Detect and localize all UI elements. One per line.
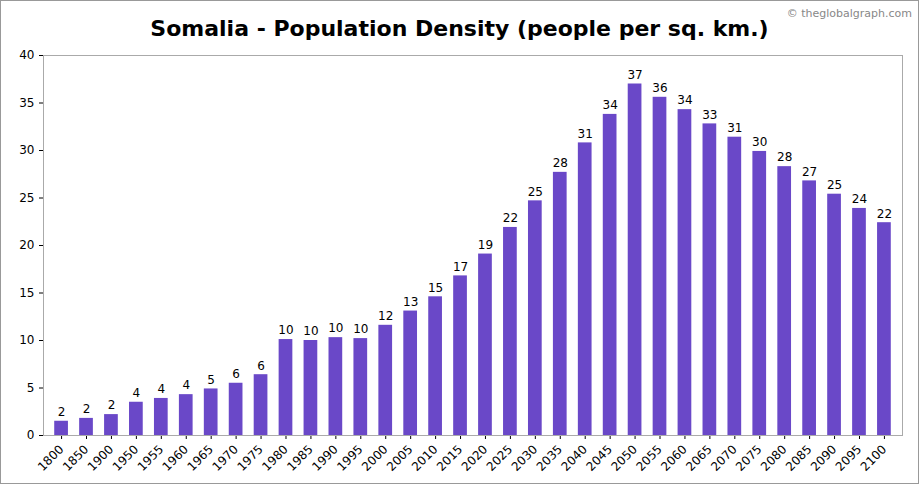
svg-text:34: 34 [677,93,692,107]
svg-text:30: 30 [752,135,767,149]
svg-text:10: 10 [278,323,293,337]
svg-text:1850: 1850 [60,442,91,473]
svg-text:2050: 2050 [608,442,639,473]
svg-text:37: 37 [627,68,642,82]
svg-text:2000: 2000 [359,442,390,473]
svg-text:2060: 2060 [658,442,689,473]
svg-text:2095: 2095 [833,442,864,473]
svg-text:19: 19 [478,238,493,252]
svg-text:1990: 1990 [309,442,340,473]
svg-text:27: 27 [802,165,817,179]
svg-text:10: 10 [328,321,343,335]
svg-text:31: 31 [727,121,742,135]
svg-text:4: 4 [133,386,141,400]
svg-text:4: 4 [182,378,190,392]
svg-text:24: 24 [852,192,867,206]
svg-text:1800: 1800 [35,442,66,473]
svg-text:1960: 1960 [160,442,191,473]
svg-text:2020: 2020 [459,442,490,473]
svg-text:5: 5 [27,381,35,395]
svg-text:2045: 2045 [583,442,614,473]
svg-text:5: 5 [207,373,215,387]
svg-text:0: 0 [27,428,35,442]
svg-text:17: 17 [453,260,468,274]
html-text:© theglobalgraph.com: © theglobalgraph.com [786,7,912,20]
svg-text:33: 33 [702,108,717,122]
svg-text:25: 25 [827,178,842,192]
svg-text:2005: 2005 [384,442,415,473]
svg-text:1985: 1985 [284,442,315,473]
svg-text:2090: 2090 [808,442,839,473]
svg-text:2025: 2025 [484,442,515,473]
svg-text:1995: 1995 [334,442,365,473]
svg-text:2055: 2055 [633,442,664,473]
svg-text:2015: 2015 [434,442,465,473]
svg-text:36: 36 [652,81,667,95]
svg-text:2: 2 [108,398,116,412]
svg-text:34: 34 [603,98,618,112]
svg-text:1955: 1955 [135,442,166,473]
svg-text:35: 35 [19,96,34,110]
svg-text:1975: 1975 [234,442,265,473]
svg-text:22: 22 [877,207,892,221]
svg-text:25: 25 [19,191,34,205]
svg-text:2080: 2080 [758,442,789,473]
svg-text:2: 2 [83,402,91,416]
svg-text:6: 6 [232,367,240,381]
svg-text:10: 10 [353,322,368,336]
svg-text:1900: 1900 [85,442,116,473]
svg-text:10: 10 [19,333,34,347]
svg-text:2040: 2040 [559,442,590,473]
svg-text:40: 40 [19,48,34,62]
svg-text:1980: 1980 [259,442,290,473]
svg-text:15: 15 [19,286,34,300]
svg-text:2010: 2010 [409,442,440,473]
svg-text:12: 12 [378,309,393,323]
svg-text:2085: 2085 [783,442,814,473]
svg-text:13: 13 [403,295,418,309]
svg-text:28: 28 [777,150,792,164]
svg-text:6: 6 [257,359,265,373]
svg-text:28: 28 [553,156,568,170]
svg-text:2030: 2030 [509,442,540,473]
svg-text:31: 31 [578,127,593,141]
svg-text:1970: 1970 [209,442,240,473]
svg-text:10: 10 [303,324,318,338]
svg-text:2065: 2065 [683,442,714,473]
svg-text:2100: 2100 [858,442,889,473]
svg-text:1965: 1965 [185,442,216,473]
svg-text:2035: 2035 [534,442,565,473]
svg-text:2070: 2070 [708,442,739,473]
svg-text:2075: 2075 [733,442,764,473]
svg-text:22: 22 [503,211,518,225]
svg-text:20: 20 [19,238,34,252]
svg-text:1950: 1950 [110,442,141,473]
svg-text:25: 25 [528,185,543,199]
html-text:Somalia - Population Density (: Somalia - Population Density (people per… [150,16,769,41]
svg-text:2: 2 [58,405,66,419]
svg-text:30: 30 [19,143,34,157]
svg-text:15: 15 [428,281,443,295]
svg-text:4: 4 [157,382,165,396]
